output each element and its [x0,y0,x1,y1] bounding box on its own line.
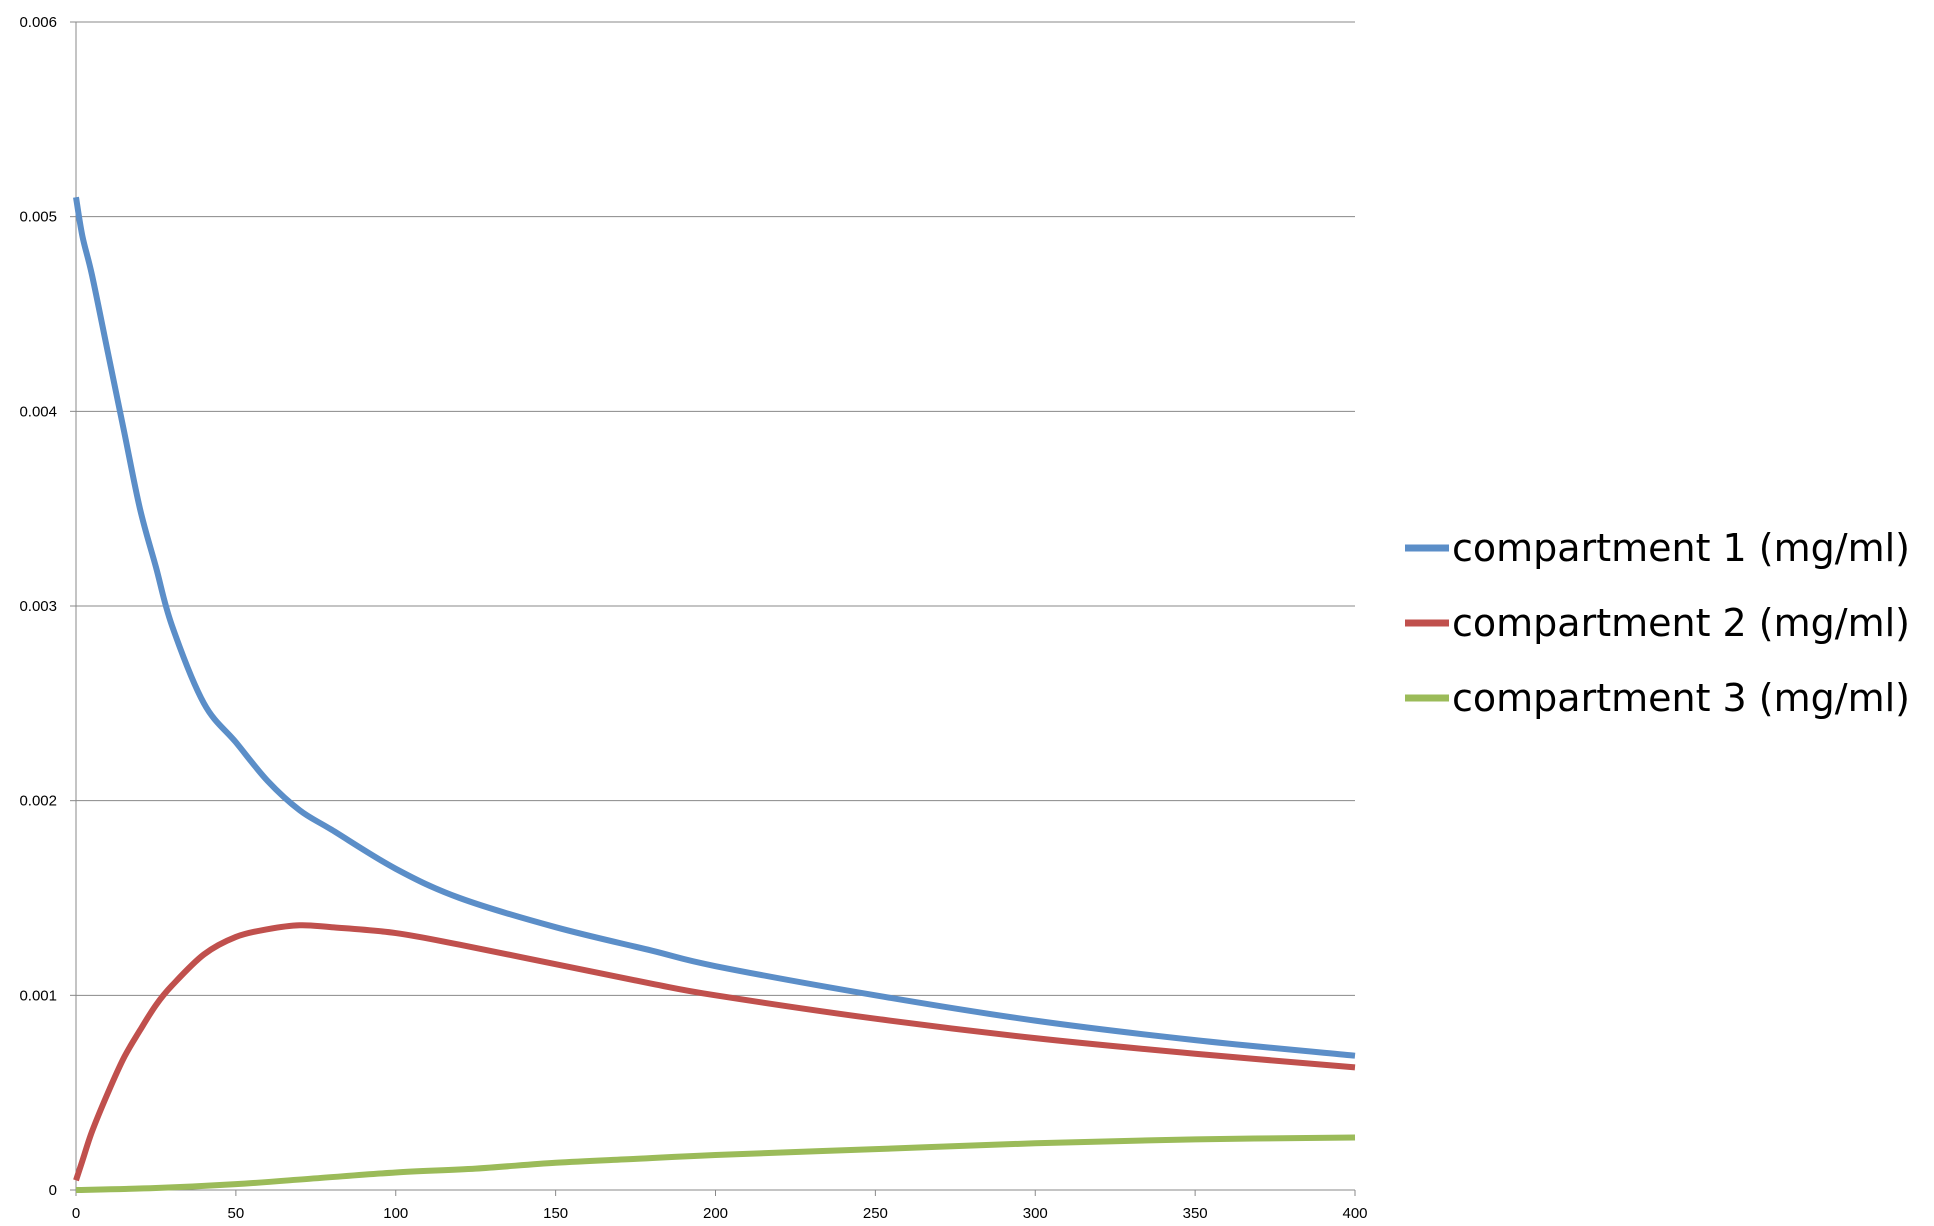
series-line-compartment-2 [73,922,1356,1182]
x-tick-label-7: 350 [1183,1205,1208,1222]
series-lines [73,196,1356,1193]
y-tick-label-0: 0 [49,1182,57,1199]
y-tick-label-5: 0.005 [19,209,57,226]
x-tick-label-6: 300 [1023,1205,1048,1222]
legend-label-compartment-3: compartment 3 (mg/ml) [1452,676,1910,720]
legend-label-compartment-2: compartment 2 (mg/ml) [1452,601,1910,645]
grid-lines [76,21,1355,996]
x-tick-label-8: 400 [1342,1205,1367,1222]
legend: compartment 1 (mg/ml) compartment 2 (mg/m… [1405,526,1910,720]
y-tick-label-3: 0.003 [19,598,57,615]
x-tick-label-0: 0 [72,1205,80,1222]
axes [70,21,1356,1196]
tick-labels: 0 0.001 0.002 0.003 0.004 0.005 0.006 0 50 100 150… [19,14,1367,1222]
series-line-compartment-3 [75,1134,1356,1193]
y-tick-label-4: 0.004 [19,403,57,420]
series-line-compartment-1 [73,196,1356,1059]
x-tick-label-3: 150 [543,1205,568,1222]
legend-label-compartment-1: compartment 1 (mg/ml) [1452,526,1910,570]
y-tick-label-2: 0.002 [19,793,57,810]
y-tick-label-6: 0.006 [19,14,57,31]
x-tick-label-4: 200 [703,1205,728,1222]
y-tick-label-1: 0.001 [19,987,57,1004]
x-tick-label-2: 100 [383,1205,408,1222]
x-tick-label-5: 250 [863,1205,888,1222]
x-tick-label-1: 50 [228,1205,245,1222]
